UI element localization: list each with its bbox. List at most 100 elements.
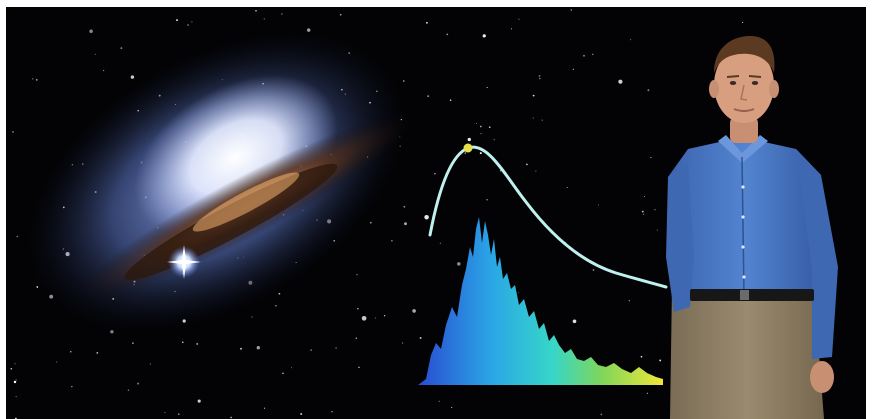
star — [592, 269, 595, 271]
star — [476, 122, 477, 124]
star — [240, 347, 242, 350]
star — [132, 342, 134, 344]
star — [446, 33, 449, 36]
star — [110, 330, 114, 334]
star — [196, 342, 199, 345]
star — [103, 70, 105, 72]
star — [187, 24, 189, 26]
star — [178, 413, 180, 415]
star — [425, 21, 428, 24]
star — [137, 382, 140, 385]
blackbody-curve — [428, 145, 668, 289]
star — [331, 410, 333, 413]
star — [149, 363, 151, 365]
star — [479, 125, 482, 128]
star — [13, 380, 17, 384]
scene-illustration — [6, 7, 866, 419]
star — [402, 342, 404, 344]
star — [96, 352, 99, 354]
person — [666, 36, 838, 419]
star — [182, 341, 184, 344]
star — [357, 308, 359, 310]
star — [482, 34, 486, 38]
star — [439, 242, 441, 244]
star — [511, 28, 513, 30]
star — [538, 77, 541, 80]
star — [361, 315, 367, 321]
star — [647, 89, 650, 92]
star — [176, 19, 178, 22]
star — [526, 163, 528, 166]
star — [278, 292, 281, 295]
star — [391, 239, 393, 242]
star — [94, 53, 96, 55]
star — [130, 75, 135, 79]
star — [369, 221, 372, 224]
star — [120, 47, 123, 50]
star — [570, 9, 573, 11]
peak-marker — [463, 143, 473, 153]
star — [56, 361, 58, 363]
spectrum-histogram — [418, 217, 663, 385]
star — [70, 351, 72, 353]
star — [592, 53, 594, 56]
star — [518, 18, 520, 20]
star — [35, 79, 38, 81]
star — [641, 210, 644, 213]
star — [16, 235, 19, 238]
star — [572, 68, 575, 71]
star — [650, 157, 652, 159]
star — [493, 139, 495, 141]
star — [282, 372, 284, 375]
star — [263, 407, 266, 409]
star — [646, 392, 648, 394]
star — [291, 367, 293, 369]
astronomy-scene — [6, 7, 866, 419]
star — [281, 13, 283, 15]
star — [300, 413, 303, 415]
star — [263, 18, 265, 20]
star — [419, 337, 422, 339]
star — [424, 214, 429, 220]
star — [541, 119, 543, 121]
star — [572, 319, 577, 324]
star — [402, 80, 405, 82]
star — [600, 413, 603, 416]
star — [255, 9, 257, 12]
star — [598, 204, 599, 206]
star — [10, 368, 13, 370]
star — [659, 359, 662, 362]
star — [438, 400, 440, 402]
star — [583, 54, 585, 57]
star — [630, 39, 632, 41]
star — [191, 21, 193, 23]
star — [618, 79, 623, 84]
star — [335, 347, 337, 349]
star — [36, 286, 39, 288]
star — [355, 337, 358, 339]
star — [339, 13, 342, 16]
star — [197, 399, 201, 403]
star — [480, 133, 482, 135]
star — [256, 346, 260, 350]
star — [383, 315, 386, 317]
star — [403, 205, 406, 208]
star — [15, 396, 17, 397]
star — [14, 363, 16, 365]
star — [532, 94, 535, 97]
star — [32, 78, 34, 80]
star — [356, 274, 358, 276]
star — [230, 416, 232, 419]
star — [479, 152, 482, 155]
star — [488, 126, 491, 129]
star — [375, 317, 377, 319]
star — [71, 386, 73, 388]
star — [15, 379, 17, 381]
star — [127, 389, 130, 391]
star — [518, 291, 520, 293]
star — [434, 173, 436, 175]
bright-star — [167, 245, 201, 279]
star — [310, 349, 312, 351]
star — [427, 95, 430, 97]
